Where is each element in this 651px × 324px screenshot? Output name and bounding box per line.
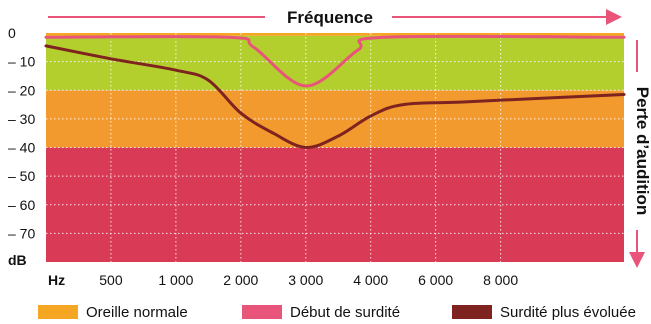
x-tick-label: 6 000 xyxy=(418,272,453,288)
x-axis-title: Fréquence xyxy=(287,8,373,27)
y-tick-label: – 20 xyxy=(8,82,35,98)
x-tick-label: 2 000 xyxy=(223,272,258,288)
y-tick-label: 0 xyxy=(8,25,16,41)
y-tick-label: – 50 xyxy=(8,168,35,184)
curves xyxy=(44,34,626,150)
legend-label: Oreille normale xyxy=(86,304,188,321)
y-tick-label: – 30 xyxy=(8,111,35,127)
x-tick-label: 1 000 xyxy=(158,272,193,288)
legend-label: Surdité plus évoluée xyxy=(500,304,636,321)
series-curve-0 xyxy=(44,34,626,88)
x-tick-labels: 500 1 000 2 000 3 000 4 000 6 000 8 000 xyxy=(99,272,518,288)
series-curve-1 xyxy=(44,44,626,150)
grid-lines xyxy=(46,33,624,262)
x-axis-arrow: Fréquence xyxy=(48,8,622,27)
x-axis-arrow-head xyxy=(606,9,622,25)
legend-label: Début de surdité xyxy=(290,304,400,321)
y-axis-arrow: Perte d’audition xyxy=(629,40,651,268)
x-tick-label: 500 xyxy=(99,272,123,288)
x-tick-label: 8 000 xyxy=(483,272,518,288)
y-tick-labels: 0 – 10 – 20 – 30 – 40 – 50 – 60 – 70 xyxy=(8,25,35,241)
zone-band-0 xyxy=(46,33,624,36)
legend: Oreille normale Début de surdité Surdité p… xyxy=(38,304,636,321)
y-axis-arrow-head xyxy=(629,252,645,268)
y-unit-label: dB xyxy=(8,252,27,268)
y-axis-title: Perte d’audition xyxy=(633,87,651,215)
x-unit-label: Hz xyxy=(48,272,65,288)
x-tick-label: 4 000 xyxy=(353,272,388,288)
y-tick-label: – 40 xyxy=(8,140,35,156)
x-tick-label: 3 000 xyxy=(288,272,323,288)
legend-swatch xyxy=(242,305,282,319)
y-tick-label: – 10 xyxy=(8,54,35,70)
legend-swatch xyxy=(452,305,492,319)
y-tick-label: – 60 xyxy=(8,197,35,213)
legend-swatch xyxy=(38,305,78,319)
y-tick-label: – 70 xyxy=(8,225,35,241)
